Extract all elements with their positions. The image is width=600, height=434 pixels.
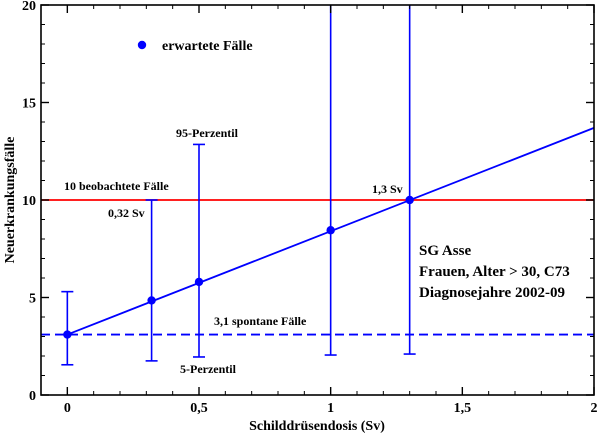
- legend-marker: [137, 40, 147, 50]
- info-box-line-2: Frauen, Alter > 30, C73: [419, 264, 570, 280]
- x-axis-title: Schilddrüsendosis (Sv): [249, 419, 385, 434]
- data-point-4: [405, 195, 414, 205]
- label-spontaneous-cases: 3,1 spontane Fälle: [214, 314, 307, 328]
- x-tick-label-2: 1: [327, 401, 334, 416]
- annotation-95-perzentil: 95-Perzentil: [176, 126, 239, 140]
- data-point-0: [63, 330, 72, 339]
- x-tick-label-1: 0,5: [190, 401, 208, 416]
- data-point-2: [194, 277, 204, 287]
- info-box-line-3: Diagnosejahre 2002-09: [419, 285, 565, 301]
- y-tick-label-1: 5: [29, 292, 36, 307]
- y-tick-label-4: 20: [22, 0, 36, 14]
- y-axis-title: Neuerkrankungsfälle: [3, 137, 18, 264]
- x-tick-label-4: 2: [591, 401, 598, 416]
- legend-label: erwartete Fälle: [162, 39, 253, 54]
- annotation-5-perzentil: 5-Perzentil: [180, 362, 237, 376]
- y-tick-label-3: 15: [22, 97, 36, 112]
- annotation-dose-13: 1,3 Sv: [372, 182, 403, 196]
- info-box-line-1: SG Asse: [419, 243, 471, 259]
- y-tick-label-0: 0: [29, 389, 36, 404]
- data-point-3: [326, 226, 335, 235]
- annotation-dose-032: 0,32 Sv: [108, 206, 145, 220]
- x-tick-label-3: 1,5: [454, 401, 472, 416]
- y-tick-label-2: 10: [22, 194, 36, 209]
- label-observed-cases: 10 beobachtete Fälle: [64, 179, 169, 193]
- x-tick-label-0: 0: [64, 401, 71, 416]
- data-point-1: [147, 296, 156, 305]
